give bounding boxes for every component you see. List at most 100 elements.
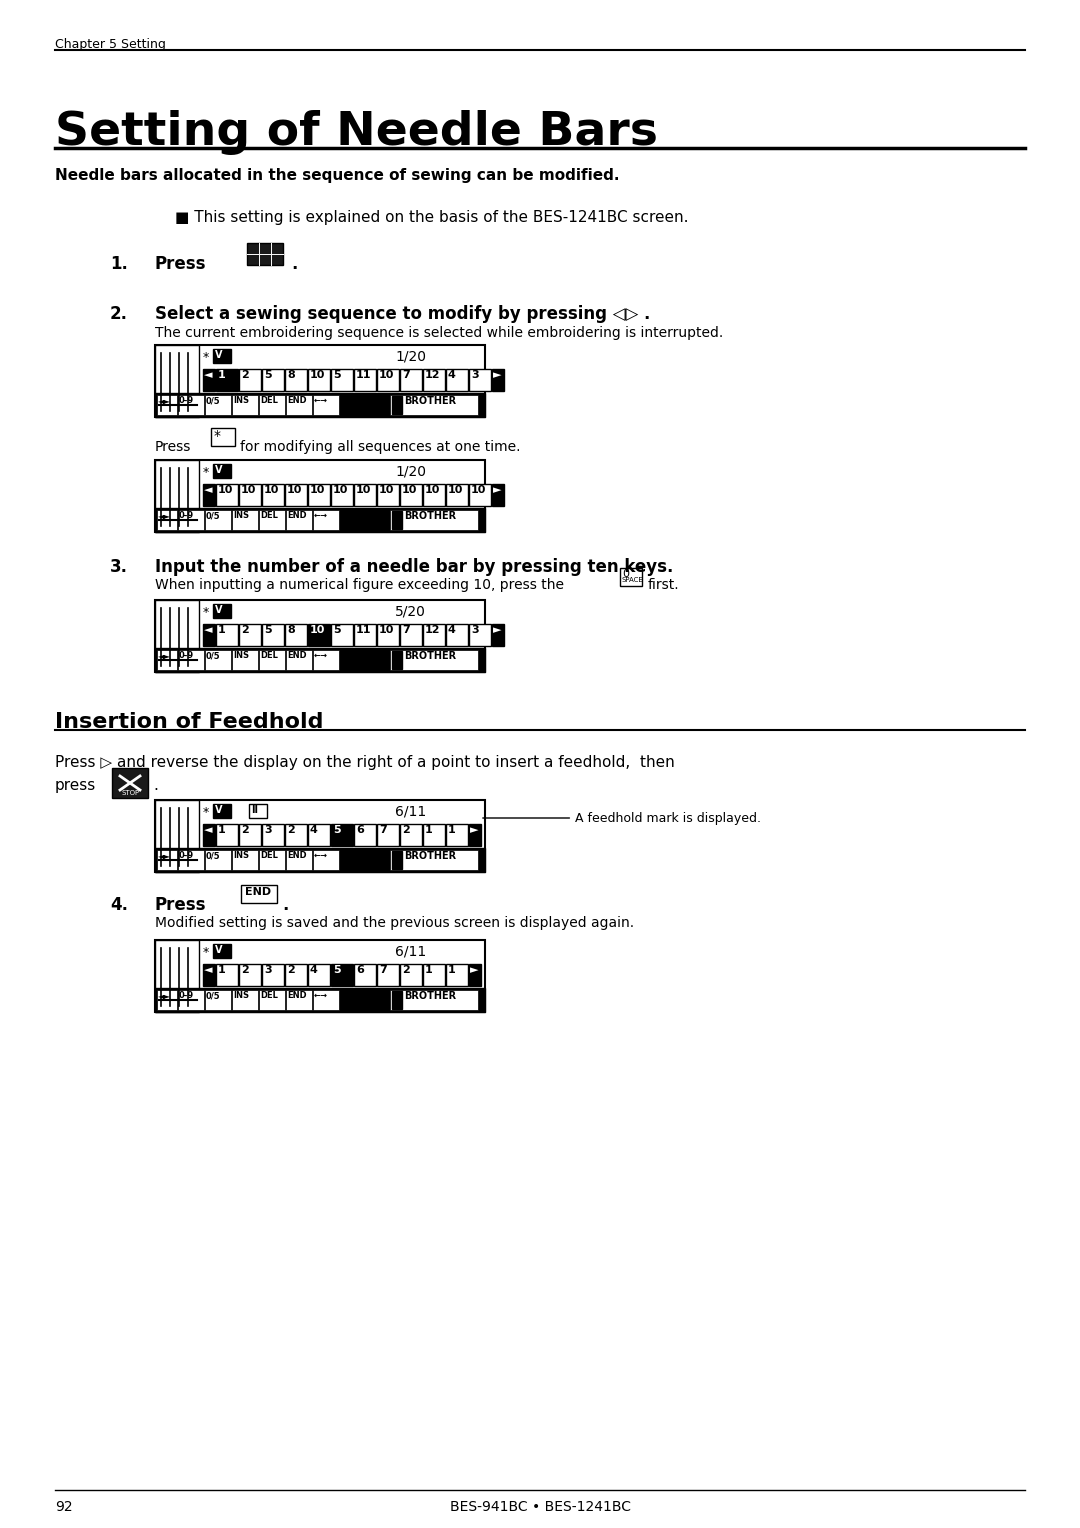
Text: INS: INS	[233, 851, 249, 860]
Text: Select a sewing sequence to modify by pressing ◁▷ .: Select a sewing sequence to modify by pr…	[156, 306, 650, 322]
Bar	[156, 460, 199, 532]
Bar	[205, 990, 231, 1010]
Text: 10: 10	[333, 484, 349, 495]
Text: 6: 6	[356, 966, 364, 975]
Bar	[178, 649, 204, 669]
Text: BROTHER: BROTHER	[404, 651, 456, 662]
Text: .: .	[291, 255, 297, 274]
Text: *: *	[203, 946, 210, 960]
Bar	[241, 885, 276, 903]
Bar	[423, 484, 445, 506]
Text: 0/5: 0/5	[206, 510, 220, 520]
Bar	[232, 990, 258, 1010]
Bar	[330, 824, 353, 847]
Text: for modifying all sequences at one time.: for modifying all sequences at one time.	[240, 440, 521, 454]
Bar	[286, 396, 312, 416]
Bar	[354, 824, 376, 847]
Bar	[157, 850, 177, 869]
Bar	[286, 850, 312, 869]
Text: STOP: STOP	[121, 790, 139, 796]
Bar	[112, 769, 148, 798]
Bar	[286, 990, 312, 1010]
Bar	[446, 964, 468, 986]
Bar	[392, 851, 402, 869]
Text: ←→: ←→	[314, 396, 328, 405]
Bar	[330, 964, 353, 986]
Bar	[156, 989, 485, 1012]
Text: 6/11: 6/11	[395, 944, 427, 958]
Bar	[157, 510, 177, 530]
Bar	[286, 649, 312, 669]
Text: Chapter 5 Setting: Chapter 5 Setting	[55, 38, 166, 50]
Text: ►: ►	[492, 625, 501, 636]
Text: ◄►: ◄►	[158, 651, 171, 660]
Text: A feedhold mark is displayed.: A feedhold mark is displayed.	[483, 811, 761, 825]
Bar	[156, 507, 485, 532]
Text: *: *	[214, 429, 221, 443]
Bar	[285, 484, 307, 506]
Bar	[232, 510, 258, 530]
Text: 12: 12	[426, 625, 441, 636]
Bar	[156, 601, 199, 672]
Text: 1: 1	[218, 625, 226, 636]
Bar	[213, 604, 231, 617]
Bar	[216, 484, 238, 506]
Text: 0/5: 0/5	[206, 396, 220, 405]
Text: END: END	[245, 886, 271, 897]
Text: DEL: DEL	[260, 510, 278, 520]
Bar	[286, 510, 312, 530]
Text: Modified setting is saved and the previous screen is displayed again.: Modified setting is saved and the previo…	[156, 915, 634, 931]
Bar	[156, 940, 485, 1012]
Bar	[492, 368, 504, 391]
Bar	[446, 623, 468, 646]
Text: 0-9: 0-9	[179, 510, 194, 520]
Text: 5: 5	[333, 370, 340, 380]
Text: 3: 3	[264, 825, 272, 834]
Bar	[211, 428, 235, 446]
Text: ←→: ←→	[314, 651, 328, 660]
Bar	[249, 804, 267, 817]
Bar	[469, 824, 481, 847]
Text: 7: 7	[402, 370, 409, 380]
Bar	[354, 368, 376, 391]
Bar	[262, 824, 284, 847]
Bar	[203, 824, 215, 847]
Text: ←→: ←→	[314, 851, 328, 860]
Bar	[156, 345, 485, 417]
Text: END: END	[287, 992, 307, 999]
Text: ◄►: ◄►	[158, 396, 171, 405]
Bar	[446, 368, 468, 391]
Text: 4: 4	[310, 825, 318, 834]
Bar	[377, 964, 399, 986]
Text: 10: 10	[356, 484, 372, 495]
Bar	[308, 824, 330, 847]
Bar	[285, 824, 307, 847]
Text: 4: 4	[310, 966, 318, 975]
Bar	[157, 396, 177, 416]
Text: ◄: ◄	[204, 370, 213, 380]
Text: 10: 10	[379, 370, 394, 380]
Bar	[157, 649, 177, 669]
Bar	[313, 649, 339, 669]
Bar	[156, 460, 485, 532]
Text: INS: INS	[233, 396, 249, 405]
Text: 2: 2	[241, 370, 248, 380]
Bar	[400, 824, 422, 847]
Bar	[178, 990, 204, 1010]
Bar	[247, 243, 283, 264]
Bar	[285, 623, 307, 646]
Text: *: *	[203, 466, 210, 478]
Bar	[262, 964, 284, 986]
Text: ←→: ←→	[314, 510, 328, 520]
Text: 10: 10	[379, 484, 394, 495]
Text: press: press	[55, 778, 96, 793]
Text: 10: 10	[310, 484, 325, 495]
Text: INS: INS	[233, 510, 249, 520]
Bar	[178, 850, 204, 869]
Bar	[392, 651, 402, 669]
Text: V: V	[215, 605, 222, 614]
Bar	[377, 368, 399, 391]
Bar	[205, 850, 231, 869]
Bar	[262, 368, 284, 391]
Bar	[469, 623, 491, 646]
